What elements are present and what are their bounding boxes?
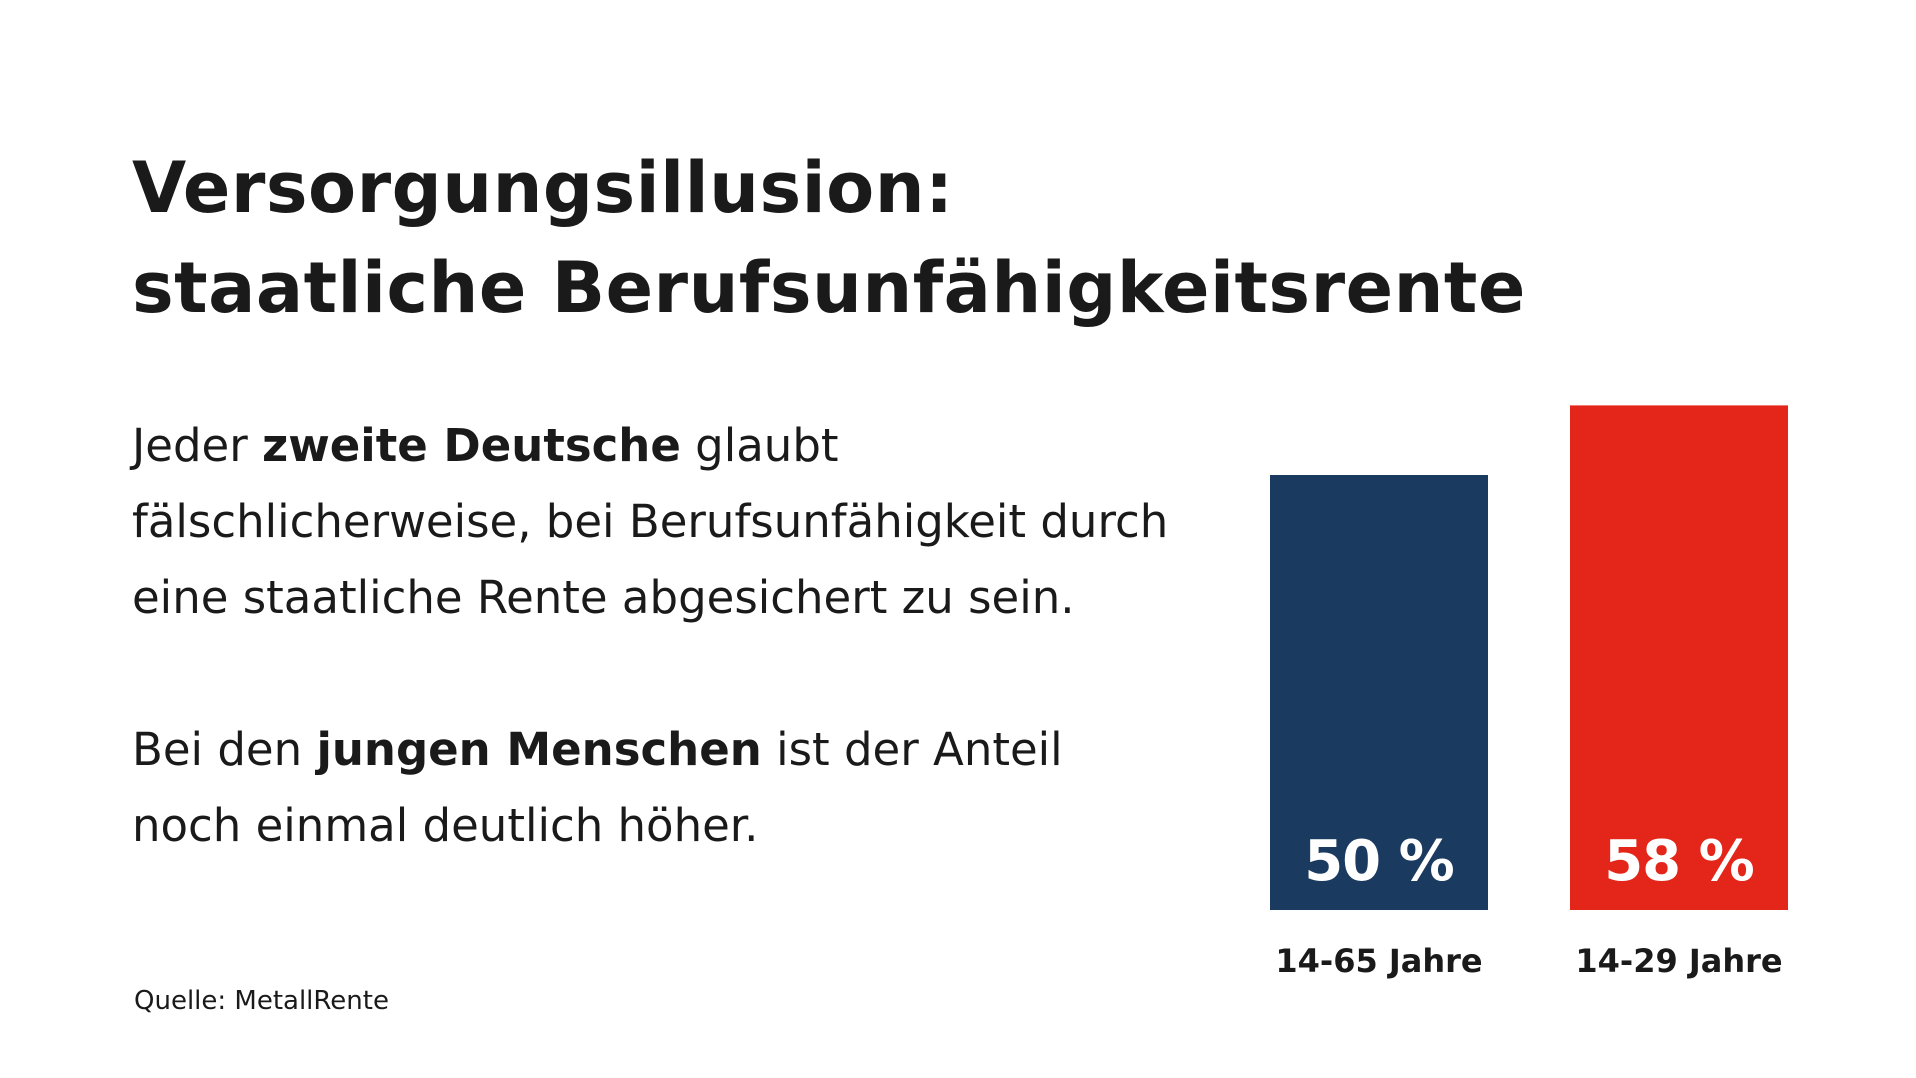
category-label-1: 14-65 Jahre [1275,942,1482,980]
source-note: Quelle: MetallRente [134,986,389,1016]
paragraph-1-emphasis: zweite Deutsche [262,419,681,472]
category-label-2: 14-29 Jahre [1575,942,1782,980]
bar-value-label-1: 50 % [1304,829,1454,894]
bar-2 [1570,405,1788,910]
body-text: Jeder zweite Deutsche glaubt fälschliche… [132,408,1172,864]
title-line-2: staatliche Berufsunfähigkeitsrente [132,247,1526,329]
bar-1 [1270,475,1488,910]
paragraph-1: Jeder zweite Deutsche glaubt fälschliche… [132,408,1172,636]
bar-value-label-2: 58 % [1604,829,1754,894]
paragraph-2-post: ist der Anteil noch einmal deutlich höhe… [132,723,1063,852]
page-title: Versorgungsillusion: staatliche Berufsun… [132,138,1526,338]
paragraph-2-pre: Bei den [132,723,317,776]
paragraph-2: Bei den jungen Menschen ist der Anteil n… [132,712,1172,864]
title-line-1: Versorgungsillusion: [132,147,954,229]
paragraph-1-post: glaubt fälschlicherweise, bei Berufsunfä… [132,419,1169,624]
paragraph-2-emphasis: jungen Menschen [316,723,762,776]
paragraph-1-pre: Jeder [132,419,263,472]
bar-chart: 50 % 14-65 Jahre 58 % 14-29 Jahre [1270,405,1788,980]
